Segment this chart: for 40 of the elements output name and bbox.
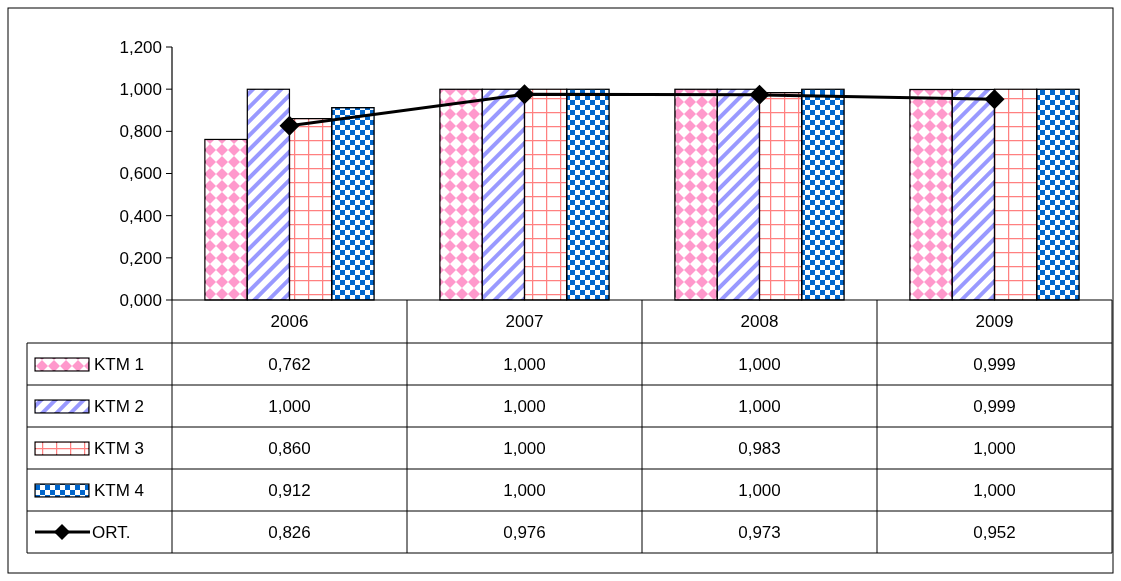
data-label: 0,983 — [738, 438, 781, 458]
point — [984, 89, 1005, 110]
x-tick-label: 2007 — [505, 312, 544, 332]
data-label: 0,999 — [973, 396, 1016, 416]
point — [279, 115, 300, 136]
point — [514, 84, 535, 105]
y-tick-label: 0,000 — [119, 290, 162, 310]
legend-label: KTM 1 — [94, 354, 145, 374]
data-label: 1,000 — [503, 480, 546, 500]
legend-label: KTM 4 — [94, 480, 145, 500]
data-label: 0,762 — [268, 354, 311, 374]
legend-label: ORT. — [92, 522, 131, 542]
data-label: 0,976 — [503, 522, 546, 542]
data-label: 0,860 — [268, 438, 311, 458]
data-label: 0,912 — [268, 480, 311, 500]
point — [749, 84, 770, 105]
data-label: 1,000 — [738, 354, 781, 374]
y-tick-label: 0,800 — [119, 122, 162, 142]
data-label: 1,000 — [503, 354, 546, 374]
data-label: 0,973 — [738, 522, 781, 542]
data-label: 1,000 — [503, 438, 546, 458]
data-label: 1,000 — [503, 396, 546, 416]
y-tick-label: 0,400 — [119, 206, 162, 226]
x-tick-label: 2009 — [975, 312, 1014, 332]
y-tick-label: 1,000 — [119, 80, 162, 100]
y-tick-label: 0,200 — [119, 248, 162, 268]
data-label: 0,999 — [973, 354, 1016, 374]
data-label: 1,000 — [973, 480, 1016, 500]
data-label: 1,000 — [973, 438, 1016, 458]
y-tick-label: 0,600 — [119, 164, 162, 184]
data-label: 0,826 — [268, 522, 311, 542]
x-tick-label: 2008 — [740, 312, 779, 332]
y-tick-label: 1,200 — [119, 37, 162, 57]
data-label: 1,000 — [268, 396, 311, 416]
data-label: 1,000 — [738, 480, 781, 500]
data-label: 0,952 — [973, 522, 1016, 542]
legend-label: KTM 2 — [94, 396, 145, 416]
x-tick-label: 2006 — [270, 312, 309, 332]
data-label: 1,000 — [738, 396, 781, 416]
legend-label: KTM 3 — [94, 438, 145, 458]
